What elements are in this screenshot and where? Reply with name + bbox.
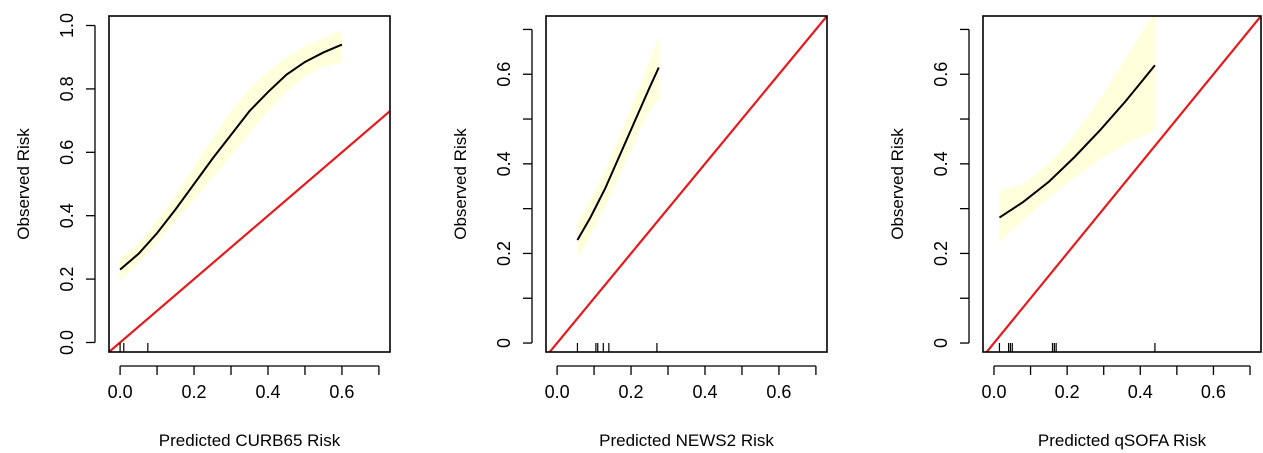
curb65-x-tick-label: 0.0 (108, 382, 133, 402)
curb65-y-axis-title: Observed Risk (14, 128, 33, 240)
curb65-plot-frame (108, 15, 391, 353)
curb65-x-tick-label: 0.2 (182, 382, 207, 402)
news2-plot-area (548, 16, 827, 352)
news2-y-tick-label: 0 (494, 338, 514, 348)
curb65-y-tick-label: 0.0 (57, 330, 77, 355)
curb65-calibration-panel: 0.0 0.2 0.4 0.6 0.0 0.2 0.4 0.6 0.8 1.0 Predicted … (14, 13, 391, 450)
curb65-reference-line (109, 110, 390, 352)
curb65-x-axis-title: Predicted CURB65 Risk (159, 431, 341, 450)
qsofa-x-tick-label: 0.4 (1128, 382, 1153, 402)
qsofa-x-tick-label: 0.0 (981, 382, 1006, 402)
qsofa-y-axis-title: Observed Risk (888, 128, 907, 240)
curb65-y-tick-label: 0.4 (57, 203, 77, 228)
qsofa-calibration-curve (998, 64, 1156, 219)
news2-x-tick-label: 0.2 (619, 382, 644, 402)
news2-x-tick-label: 0.4 (692, 382, 717, 402)
curb65-plot-area (109, 30, 390, 352)
curb65-y-tick-label: 1.0 (57, 13, 77, 38)
curb65-y-tick-label: 0.2 (57, 267, 77, 292)
qsofa-x-axis-title: Predicted qSOFA Risk (1038, 431, 1207, 450)
news2-reference-line (548, 16, 827, 352)
curb65-calibration-curve (119, 43, 343, 271)
news2-x-tick-label: 0.6 (766, 382, 791, 402)
curb65-x-tick-label: 0.6 (329, 382, 354, 402)
news2-y-tick-label: 0.2 (494, 241, 514, 266)
qsofa-confidence-band (999, 16, 1155, 243)
news2-y-tick-label: 0.4 (494, 151, 514, 176)
news2-x-axis-title: Predicted NEWS2 Risk (599, 431, 774, 450)
news2-y-axis-title: Observed Risk (451, 128, 470, 240)
qsofa-plot-area (985, 16, 1261, 352)
news2-y-tick-label: 0.6 (494, 62, 514, 87)
qsofa-y-tick-label: 0.6 (931, 62, 951, 87)
curb65-x-tick-label: 0.4 (255, 382, 280, 402)
qsofa-plot-frame (982, 15, 1262, 353)
qsofa-reference-line (985, 16, 1261, 352)
qsofa-calibration-panel: 0.0 0.2 0.4 0.6 0 0.2 0.4 0.6 Predicted qSOFA Ri… (888, 15, 1262, 450)
curb65-confidence-band (120, 30, 342, 281)
qsofa-x-tick-label: 0.2 (1055, 382, 1080, 402)
qsofa-y-tick-label: 0.2 (931, 241, 951, 266)
curb65-y-tick-label: 0.6 (57, 140, 77, 165)
news2-x-tick-label: 0.0 (545, 382, 570, 402)
qsofa-y-tick-label: 0.4 (931, 151, 951, 176)
curb65-y-tick-label: 0.8 (57, 76, 77, 101)
qsofa-x-tick-label: 0.6 (1201, 382, 1226, 402)
news2-calibration-curve (576, 67, 660, 241)
news2-plot-frame (545, 15, 828, 353)
qsofa-y-tick-label: 0 (931, 338, 951, 348)
news2-confidence-band (577, 36, 659, 258)
news2-calibration-panel: 0.0 0.2 0.4 0.6 0 0.2 0.4 0.6 Predicted NEWS2 Ri… (451, 15, 828, 450)
